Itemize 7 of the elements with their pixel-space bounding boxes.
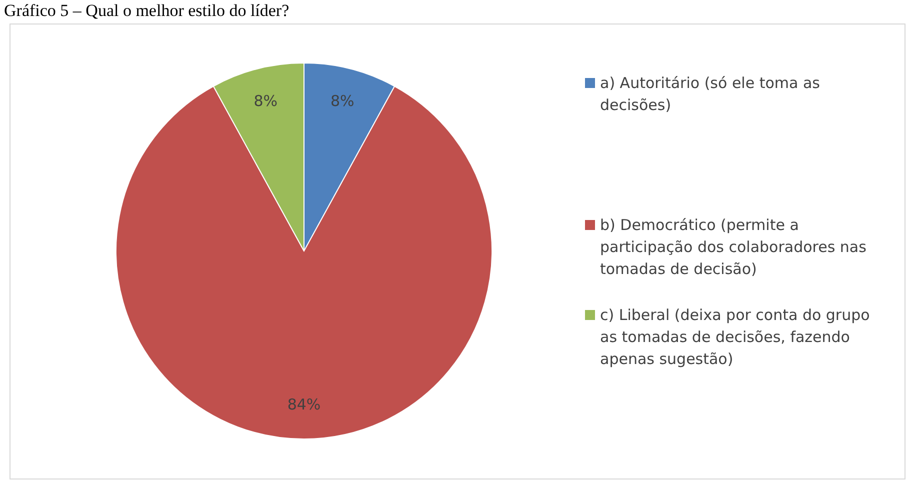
legend-label: c) Liberal (deixa por conta do grupo as tomadas de decisões, fazendo apenas sugestão) bbox=[600, 306, 870, 368]
legend-label: a) Autoritário (só ele toma as decisões) bbox=[600, 74, 820, 114]
data-label: 8% bbox=[254, 92, 278, 110]
chart-title: Gráfico 5 – Qual o melhor estilo do líder? bbox=[4, 1, 290, 20]
legend-label: b) Democrático (permite a participação dos colaboradores nas tomadas de decisão) bbox=[600, 216, 867, 278]
data-label: 84% bbox=[287, 395, 321, 414]
data-label: 8% bbox=[330, 92, 354, 110]
